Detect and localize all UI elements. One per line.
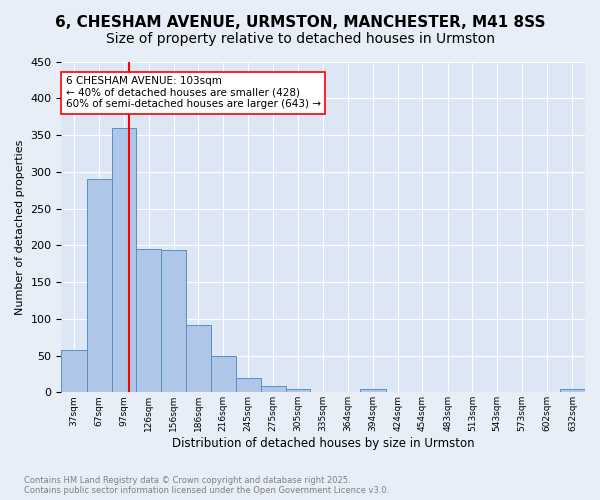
- Bar: [112, 128, 136, 392]
- Bar: [186, 324, 211, 392]
- Text: Contains HM Land Registry data © Crown copyright and database right 2025.
Contai: Contains HM Land Registry data © Crown c…: [24, 476, 389, 495]
- Bar: [361, 390, 386, 392]
- Text: 6, CHESHAM AVENUE, URMSTON, MANCHESTER, M41 8SS: 6, CHESHAM AVENUE, URMSTON, MANCHESTER, …: [55, 15, 545, 30]
- Bar: [86, 179, 112, 392]
- Bar: [211, 356, 236, 392]
- Bar: [61, 350, 86, 393]
- Y-axis label: Number of detached properties: Number of detached properties: [15, 139, 25, 314]
- Bar: [560, 390, 585, 392]
- Text: Size of property relative to detached houses in Urmston: Size of property relative to detached ho…: [106, 32, 494, 46]
- X-axis label: Distribution of detached houses by size in Urmston: Distribution of detached houses by size …: [172, 437, 475, 450]
- Bar: [261, 386, 286, 392]
- Text: 6 CHESHAM AVENUE: 103sqm
← 40% of detached houses are smaller (428)
60% of semi-: 6 CHESHAM AVENUE: 103sqm ← 40% of detach…: [65, 76, 320, 110]
- Bar: [236, 378, 261, 392]
- Bar: [161, 250, 186, 392]
- Bar: [286, 390, 310, 392]
- Bar: [136, 249, 161, 392]
